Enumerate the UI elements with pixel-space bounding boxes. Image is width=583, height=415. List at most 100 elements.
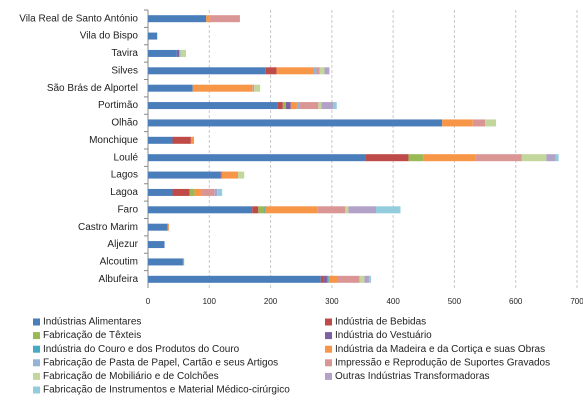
bar-segment: [214, 188, 218, 196]
bar-segment: [369, 275, 372, 283]
bar-segment: [324, 67, 330, 75]
bar-segment: [348, 206, 376, 214]
bar-segment: [167, 223, 169, 231]
bar-segment: [555, 154, 559, 162]
bar-segment: [221, 171, 239, 179]
bar-segment: [277, 102, 283, 110]
bar-segment: [285, 102, 291, 110]
bar-segment: [359, 275, 365, 283]
legend-label: Fabricação de Instrumentos e Material Mé…: [43, 385, 290, 396]
bar-segment: [442, 119, 473, 127]
legend-label: Indústria do Couro e dos Produtos do Cou…: [43, 344, 240, 355]
bar-segment: [364, 275, 370, 283]
y-tick-label: Aljezur: [107, 239, 138, 250]
bar-segment: [148, 154, 366, 162]
bar-segment: [326, 275, 329, 283]
bar-segment: [148, 102, 278, 110]
bar-segment: [345, 206, 349, 214]
bar-segment: [321, 102, 334, 110]
bar-segment: [206, 15, 210, 23]
bar-segment: [189, 188, 195, 196]
bar-segment: [375, 206, 401, 214]
bar-segment: [258, 206, 265, 214]
y-tick-label: Vila Real de Santo António: [19, 13, 138, 24]
bar-segment: [408, 154, 424, 162]
legend-swatch: [33, 386, 40, 394]
bar-segment: [318, 102, 322, 110]
x-tick-label: 700: [570, 297, 583, 306]
bar-segment: [264, 206, 266, 214]
bar-segment: [148, 32, 158, 40]
bar-segment: [220, 171, 222, 179]
y-tick-label: Silves: [111, 65, 138, 76]
y-tick-label: Tavira: [111, 48, 138, 59]
legend-swatch: [33, 332, 40, 340]
bar-segment: [148, 136, 173, 144]
bar-segment: [317, 206, 346, 214]
x-tick-label: 0: [146, 297, 151, 306]
bar-segment: [238, 171, 245, 179]
bar-segment: [316, 67, 320, 75]
bar-segment: [148, 84, 193, 92]
y-tick-label: Alcoutim: [100, 257, 138, 268]
bar-segment: [192, 84, 253, 92]
bar-segment: [172, 136, 191, 144]
bar-segment: [333, 102, 337, 110]
bar-segment: [276, 67, 314, 75]
bar-segment: [282, 102, 286, 110]
bar-segment: [265, 67, 277, 75]
bar-segment: [290, 102, 297, 110]
legend-label: Fabricação de Mobiliário e de Colchões: [43, 371, 219, 382]
bar-segment: [475, 154, 522, 162]
bar-segment: [148, 206, 253, 214]
bar-segment: [320, 275, 324, 283]
x-tick-label: 500: [448, 297, 462, 306]
bar-segment: [176, 49, 180, 57]
legend-label: Indústria de Bebidas: [335, 317, 426, 328]
bar-segment: [252, 206, 259, 214]
bar-segment: [148, 188, 173, 196]
legend-swatch: [325, 345, 332, 353]
x-tick-label: 100: [203, 297, 217, 306]
bar-segment: [365, 154, 409, 162]
bar-segment: [296, 102, 300, 110]
bar-segment: [209, 15, 240, 23]
bar-segment: [319, 67, 325, 75]
bar-segment: [148, 119, 443, 127]
bar-segment: [190, 136, 194, 144]
y-tick-label: Castro Marim: [78, 222, 138, 233]
y-tick-label: Monchique: [89, 135, 138, 146]
y-tick-label: Vila do Bispo: [80, 31, 139, 42]
legend-label: Indústria da Madeira e da Cortiça e suas…: [335, 344, 545, 355]
bar-segment: [265, 206, 318, 214]
bar-segment: [485, 119, 497, 127]
legend-swatch: [325, 359, 332, 367]
bar-segment: [194, 188, 202, 196]
legend-label: Outras Indústrias Transformadoras: [335, 371, 490, 382]
y-tick-label: Olhão: [111, 118, 138, 129]
x-tick-label: 300: [325, 297, 339, 306]
bar-segment: [521, 154, 547, 162]
legend-label: Indústrias Alimentares: [43, 317, 141, 328]
bar-segment: [423, 154, 476, 162]
y-tick-label: Lagoa: [110, 187, 138, 198]
legend-swatch: [33, 372, 40, 380]
bar-segment: [148, 67, 266, 75]
bar-segment: [172, 188, 190, 196]
x-tick-label: 200: [264, 297, 278, 306]
bar-segment: [148, 171, 221, 179]
bar-segment: [148, 275, 321, 283]
legend-label: Impressão e Reprodução de Suportes Grava…: [335, 357, 550, 368]
legend-swatch: [33, 345, 40, 353]
y-tick-label: Lagos: [111, 170, 138, 181]
y-tick-label: São Brás de Alportel: [47, 83, 138, 94]
legend-swatch: [33, 318, 40, 326]
bar-segment: [182, 258, 185, 266]
bar-segment: [148, 223, 168, 231]
legend-swatch: [33, 359, 40, 367]
legend-label: Indústria do Vestuário: [335, 330, 432, 341]
y-tick-label: Faro: [117, 204, 138, 215]
bar-segment: [254, 84, 261, 92]
bar-segment: [148, 241, 165, 249]
